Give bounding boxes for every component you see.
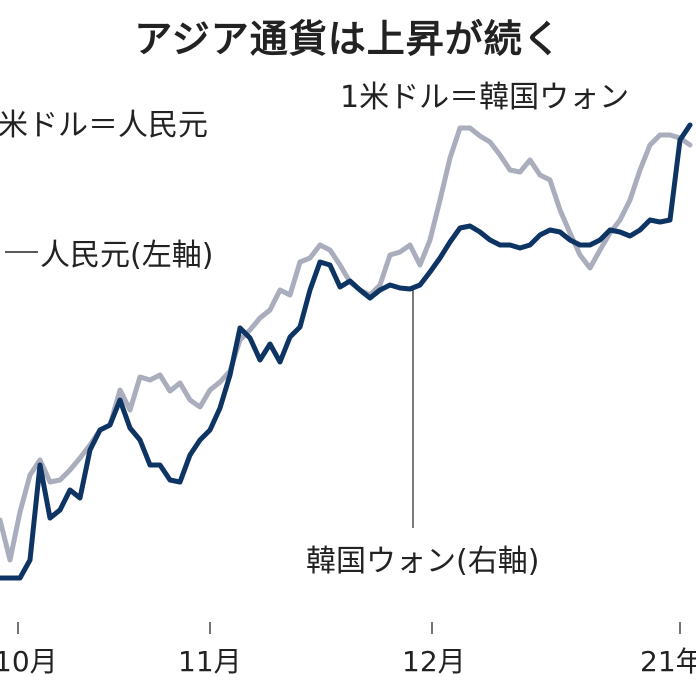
legend-yuan: 人民元(左軸) xyxy=(40,238,214,273)
series-line-won xyxy=(0,122,693,581)
x-tick-label: 12月 xyxy=(402,645,466,678)
annotation-won-unit: 1米ドル＝韓国ウォン xyxy=(340,80,630,115)
x-tick-label: 10月 xyxy=(0,645,58,678)
legend-won: 韓国ウォン(右軸) xyxy=(306,544,540,579)
series-line-yuan xyxy=(0,125,693,563)
x-tick-label: 21年1 xyxy=(640,645,696,678)
annotation-yuan-unit: 米ドル＝人民元 xyxy=(0,108,208,143)
chart-title: アジア通貨は上昇が続く xyxy=(134,17,562,61)
x-tick-label: 11月 xyxy=(178,645,242,678)
